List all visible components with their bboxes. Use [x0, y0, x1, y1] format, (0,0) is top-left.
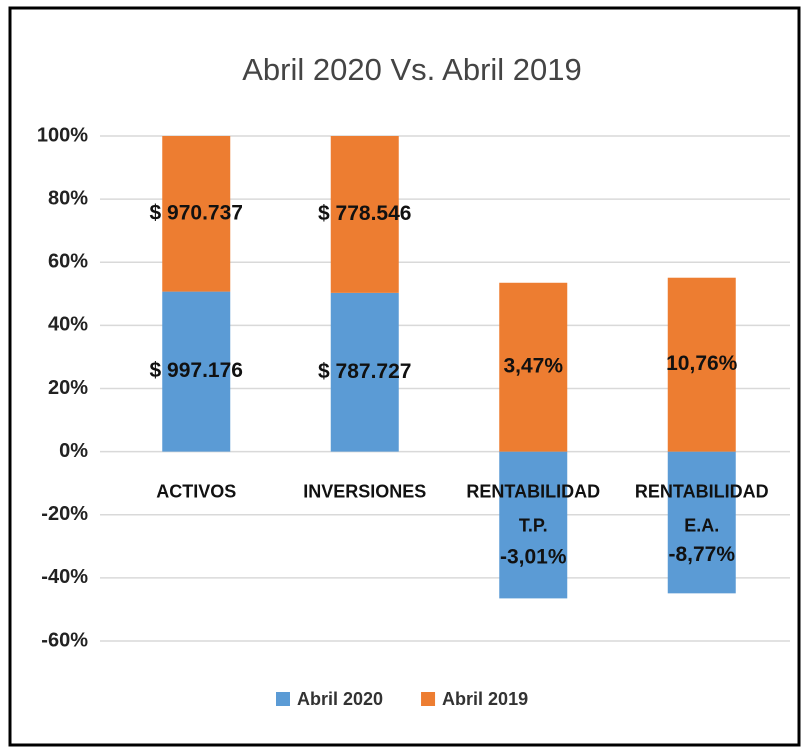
bar-segment — [499, 282, 568, 452]
bar-segment — [162, 136, 231, 292]
y-tick-label: 20% — [48, 377, 88, 399]
y-tick-label: -20% — [41, 503, 88, 525]
data-label: $ 778.546 — [318, 202, 411, 225]
data-label: $ 997.176 — [150, 359, 243, 382]
data-label: 10,76% — [666, 352, 738, 375]
y-tick-label: 60% — [48, 251, 88, 273]
chart-title: Abril 2020 Vs. Abril 2019 — [242, 52, 582, 87]
x-tick-label: ACTIVOS — [156, 481, 236, 501]
y-tick-label: 80% — [48, 187, 88, 209]
data-label: $ 787.727 — [318, 360, 411, 383]
bar-segment — [330, 292, 399, 452]
data-label: $ 970.737 — [150, 201, 243, 224]
bar-segment — [499, 451, 568, 599]
y-tick-label: 100% — [37, 124, 88, 146]
legend-swatch — [276, 692, 290, 706]
data-label: 3,47% — [503, 355, 563, 378]
bar-segment — [162, 291, 231, 452]
x-tick-label: RENTABILIDAD T.P. — [466, 481, 600, 535]
y-tick-label: 40% — [48, 314, 88, 336]
legend-label: Abril 2020 — [297, 689, 383, 709]
bar-segment — [667, 277, 736, 452]
bar-segment — [330, 136, 399, 293]
y-tick-label: -60% — [41, 629, 88, 651]
y-tick-label: -40% — [41, 566, 88, 588]
x-tick-label: RENTABILIDAD E.A. — [635, 481, 769, 535]
x-tick-label: INVERSIONES — [303, 481, 426, 501]
legend-label: Abril 2019 — [442, 689, 528, 709]
data-label: -8,77% — [668, 543, 735, 566]
bar-segment — [667, 451, 736, 594]
data-label: -3,01% — [500, 546, 567, 569]
chart-frame — [8, 6, 801, 747]
y-tick-label: 0% — [59, 440, 88, 462]
legend-swatch — [421, 692, 436, 706]
